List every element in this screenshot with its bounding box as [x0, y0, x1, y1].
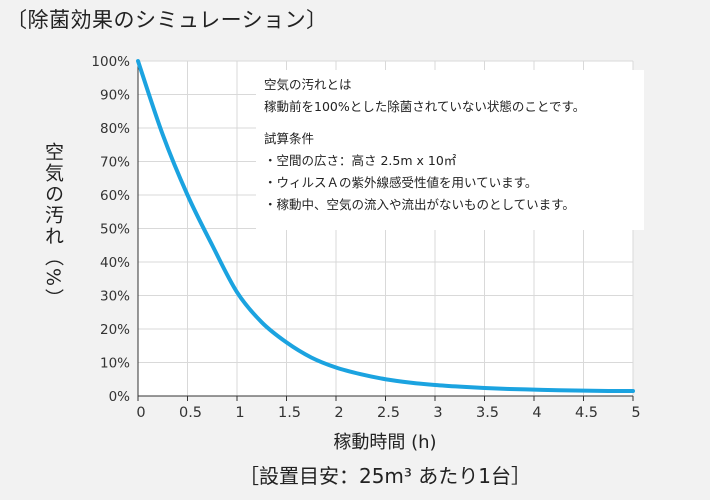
info-definition: 稼動前を100%とした除菌されていない状態のことです。: [264, 99, 586, 114]
installation-guide: ［設置目安：25m³ あたり1台］: [238, 464, 532, 488]
series-line: [136, 59, 635, 393]
y-tick-label: 30%: [100, 289, 130, 305]
x-tick-label: 1.5: [278, 405, 301, 421]
info-box: 空気の汚れとは 稼動前を100%とした除菌されていない状態のことです。 試算条件…: [256, 70, 644, 230]
x-tick-label: 1: [235, 405, 244, 421]
condition-space: ・空間の広さ：高さ 2.5m x 10㎡: [264, 153, 457, 168]
y-tick-label: 0%: [109, 389, 131, 405]
x-tick-label: 5: [631, 405, 640, 421]
x-tick-label: 3.5: [476, 405, 499, 421]
info-heading-conditions: 試算条件: [264, 131, 315, 146]
x-tick-label: 3: [433, 405, 442, 421]
x-tick-label: 0: [136, 405, 145, 421]
info-heading-dirty-air: 空気の汚れとは: [264, 77, 352, 92]
y-tick-label: 90%: [100, 88, 130, 104]
x-tick-label: 0.5: [179, 405, 202, 421]
y-tick-label: 60%: [100, 188, 130, 204]
x-tick-labels: 0 0.5 1 1.5 2 2.5 3 3.5 4 4.5 5: [136, 405, 640, 421]
condition-virus: ・ウィルスＡの紫外線感受性値を用いています。: [264, 175, 538, 190]
y-tick-label: 20%: [100, 322, 130, 338]
x-tick-label: 2.5: [377, 405, 400, 421]
y-tick-label: 40%: [100, 255, 130, 271]
page-title: 〔除菌効果のシミュレーション〕: [6, 8, 328, 32]
x-axis-label: 稼動時間 (h): [333, 432, 437, 453]
x-tick-label: 4.5: [575, 405, 598, 421]
y-tick-label: 100%: [91, 54, 130, 70]
chart-series: [136, 59, 635, 393]
x-tick-label: 4: [532, 405, 541, 421]
y-tick-labels: 0% 10% 20% 30% 40% 50% 60% 70% 80% 90% 100%: [91, 54, 130, 405]
condition-airflow: ・稼動中、空気の流入や流出がないものとしています。: [264, 197, 575, 212]
chart-axes: [137, 61, 634, 401]
y-axis-label: 空気の汚れ（%）: [42, 142, 64, 310]
y-tick-label: 10%: [100, 356, 130, 372]
x-tick-label: 2: [334, 405, 343, 421]
y-tick-label: 70%: [100, 155, 130, 171]
y-tick-label: 50%: [100, 222, 130, 238]
y-tick-label: 80%: [100, 121, 130, 137]
